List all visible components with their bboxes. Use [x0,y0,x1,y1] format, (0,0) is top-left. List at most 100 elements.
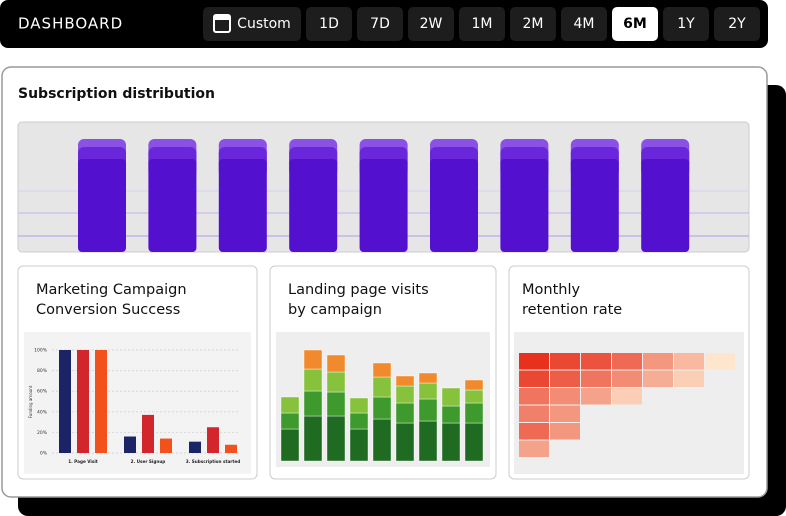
heat-cell [581,353,611,370]
range-button[interactable] [561,7,607,41]
bar [500,159,549,252]
range-label[interactable]: 2M [523,16,544,32]
bar-segment [303,390,323,417]
heat-cell [550,353,580,370]
heat-cell [519,370,549,387]
bar-segment [349,412,369,430]
heat-cell [612,388,642,405]
heat-cell [581,370,611,387]
range-button[interactable] [612,7,658,41]
range-button[interactable] [408,7,454,41]
range-label[interactable]: 2Y [728,16,746,32]
bar [160,438,172,453]
bar-segment [395,385,415,404]
card-title: Conversion Success [36,302,180,318]
range-button[interactable] [459,7,505,41]
bar-segment [441,405,461,424]
bar-segment [418,382,438,400]
heat-cell [674,353,704,370]
bar-segment [326,415,346,462]
bar-segment [372,362,392,378]
range-button[interactable] [357,7,403,41]
card-title: Landing page visits [288,282,429,298]
bar [77,350,89,453]
heat-cell [519,353,549,370]
heat-cell [643,370,673,387]
range-label[interactable]: 6M [623,16,647,32]
range-label[interactable]: 7D [370,16,390,32]
heat-cell [612,353,642,370]
card-title: retention rate [522,302,622,318]
range-label[interactable]: 1D [319,16,339,32]
bar [95,350,107,453]
bar [570,159,619,252]
bar [189,441,201,453]
card-title: by campaign [288,302,382,318]
range-label[interactable]: Custom [237,16,291,32]
bar [142,414,154,453]
bar-segment [441,422,461,462]
bar [359,159,408,252]
bar-segment [372,396,392,420]
heat-cell [643,353,673,370]
bar-segment [280,428,300,462]
bar [78,159,126,252]
bar-segment [395,402,415,424]
range-button[interactable] [663,7,709,41]
x-tick-label: 1. Page Visit [68,459,98,464]
bar [641,159,690,252]
range-button[interactable] [510,7,556,41]
bar [218,159,267,252]
range-label[interactable]: 4M [574,16,595,32]
bar-segment [395,422,415,462]
bar-segment [372,376,392,398]
heat-cell [550,405,580,422]
bar-segment [464,389,484,404]
calendar-icon [214,15,230,20]
heat-cell [581,388,611,405]
bar-segment [464,402,484,424]
bar-segment [418,420,438,462]
y-axis-label: Funding amount [28,385,33,418]
y-tick-label: 60% [37,389,48,395]
bar-segment [280,412,300,430]
range-button[interactable] [306,7,352,41]
bar-segment [418,398,438,422]
bar-segment [464,379,484,391]
range-label[interactable]: 2W [420,16,443,32]
bar [430,159,478,252]
bar [207,427,219,453]
section-title: Subscription distribution [18,86,215,102]
bar-segment [326,371,346,393]
app-title: DASHBOARD [18,15,123,33]
range-label[interactable]: 1M [472,16,493,32]
card-title: Marketing Campaign [36,282,187,298]
bar-segment [280,396,300,414]
heat-cell [519,405,549,422]
bar [148,159,197,252]
y-tick-label: 80% [37,368,48,374]
heat-cell [550,423,580,440]
y-tick-label: 20% [37,430,48,436]
x-tick-label: 3. Subscription started [186,459,240,464]
x-tick-label: 2. User Signup [131,459,166,464]
range-label[interactable]: 1Y [677,16,695,32]
card-title: Monthly [522,282,580,298]
range-button[interactable] [714,7,760,41]
bar [225,444,237,453]
heat-cell [519,440,549,457]
bar [289,159,338,252]
y-tick-label: 100% [34,348,48,354]
heat-cell [550,370,580,387]
bar-segment [349,397,369,414]
bar-segment [464,422,484,462]
heat-cell [705,353,735,370]
bar-segment [303,415,323,462]
bar-segment [326,354,346,373]
y-tick-label: 40% [37,409,48,415]
bar-segment [395,375,415,387]
heat-cell [612,370,642,387]
bar-segment [303,349,323,370]
bar [124,436,136,453]
